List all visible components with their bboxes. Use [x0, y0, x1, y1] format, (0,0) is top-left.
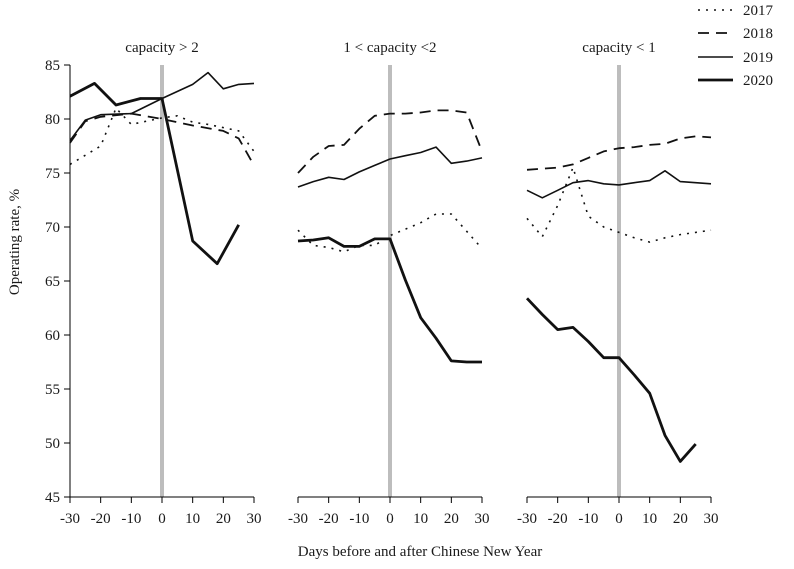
x-tick-label: 0 — [386, 511, 394, 527]
legend-item-2017: 2017 — [698, 3, 774, 19]
legend-item-2018: 2018 — [698, 26, 773, 42]
x-tick-label: 10 — [413, 511, 428, 527]
x-tick-label: -20 — [319, 511, 339, 527]
y-tick-label: 70 — [45, 220, 60, 236]
x-tick-label: 10 — [642, 511, 657, 527]
y-tick-label: 60 — [45, 328, 60, 344]
series-line-2017 — [526, 166, 712, 243]
y-axis: 45 50 55 60 65 70 75 80 85 — [45, 58, 71, 506]
x-tick-label: -20 — [548, 511, 568, 527]
series-line-2017 — [69, 107, 255, 166]
panel-title: 1 < capacity <2 — [343, 40, 436, 56]
legend-label: 2020 — [743, 73, 773, 89]
series-line-2019 — [69, 71, 255, 142]
x-tick-label: 30 — [247, 511, 262, 527]
x-tick-label: 0 — [158, 511, 166, 527]
series-line-2018 — [297, 109, 483, 174]
legend-item-2019: 2019 — [698, 50, 773, 66]
series-line-2020 — [69, 82, 240, 266]
x-tick-label: 20 — [673, 511, 688, 527]
legend: 2017 2018 2019 2020 — [698, 3, 774, 89]
x-tick-label: -10 — [578, 511, 598, 527]
panel-3: capacity < 1 -30 -20 -10 0 10 20 30 — [517, 40, 719, 527]
legend-label: 2018 — [743, 26, 773, 42]
panels: capacity > 2-30 -20 -10 0 10 20 301 < capacity… — [60, 40, 719, 527]
y-tick-label: 85 — [45, 58, 60, 74]
x-tick-label: 30 — [475, 511, 490, 527]
legend-label: 2017 — [743, 3, 774, 19]
y-tick-label: 65 — [45, 274, 60, 290]
x-tick-label: -30 — [60, 511, 80, 527]
legend-label: 2019 — [743, 50, 773, 66]
y-axis-label: Operating rate, % — [7, 189, 23, 295]
panel-1: capacity > 2 -30 -20 -10 0 10 20 30 — [60, 40, 262, 527]
x-tick-label: 20 — [444, 511, 459, 527]
x-tick-label: -30 — [288, 511, 308, 527]
y-tick-label: 75 — [45, 166, 60, 182]
x-tick-label: -10 — [349, 511, 369, 527]
legend-item-2020: 2020 — [698, 73, 773, 89]
y-tick-label: 55 — [45, 382, 60, 398]
panel-title: capacity < 1 — [582, 40, 655, 56]
series-line-2018 — [526, 135, 712, 171]
series-line-2020 — [297, 236, 482, 364]
x-tick-label: 30 — [704, 511, 719, 527]
panel-2: 1 < capacity <2 -30 -20 -10 0 10 20 30 — [288, 40, 490, 527]
series-line-2020 — [525, 297, 697, 463]
series-line-2017 — [297, 213, 483, 253]
y-tick-label: 50 — [45, 436, 60, 452]
panel-title: capacity > 2 — [125, 40, 198, 56]
x-tick-label: 0 — [615, 511, 623, 527]
x-tick-label: -20 — [91, 511, 111, 527]
x-axis-label: Days before and after Chinese New Year — [298, 544, 543, 560]
x-tick-label: 20 — [216, 511, 231, 527]
y-tick-label: 45 — [45, 490, 60, 506]
x-tick-label: -30 — [517, 511, 537, 527]
y-tick-label: 80 — [45, 112, 60, 128]
x-tick-label: 10 — [185, 511, 200, 527]
x-tick-label: -10 — [121, 511, 141, 527]
series-line-2019 — [526, 170, 712, 199]
series-line-2019 — [297, 146, 483, 188]
